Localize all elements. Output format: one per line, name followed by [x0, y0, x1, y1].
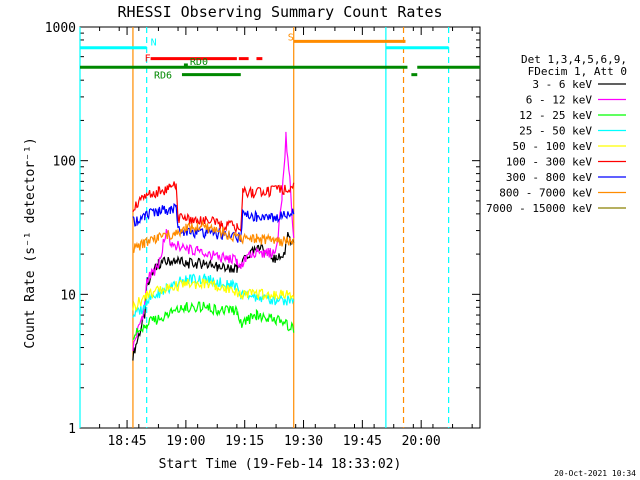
legend-entry-label: 3 - 6 keV [532, 78, 592, 91]
series-line-7 [132, 219, 295, 254]
flag-label-rd6: RD6 [154, 71, 172, 82]
series-line-4 [132, 278, 295, 312]
plot-frame [79, 26, 481, 429]
x-tick-label: 20:00 [402, 434, 441, 449]
y-axis-label: Count Rate (s⁻¹ detector⁻¹) [23, 137, 38, 348]
legend-entry-label: 800 - 7000 keV [499, 187, 592, 200]
flag-label-s: S [288, 32, 294, 43]
legend-entry-label: 7000 - 15000 keV [486, 202, 592, 215]
legend-entry-label: 300 - 800 keV [506, 171, 592, 184]
legend-header: FDecim 1, Att 0 [528, 65, 627, 78]
legend-entry-label: 100 - 300 keV [506, 156, 592, 169]
y-tick-label: 1000 [45, 21, 76, 36]
y-tick-label: 10 [60, 288, 76, 303]
x-axis-label: Start Time (19-Feb-14 18:33:02) [159, 457, 402, 472]
series-line-2 [132, 301, 295, 341]
series-line-1 [132, 131, 295, 351]
legend-header: Det 1,3,4,5,6,9, [521, 53, 627, 66]
plot-area: 1 10 100 1000 18:45 19:00 19:15 19:30 19:45 20:00… [45, 21, 481, 449]
footer-timestamp: 20-Oct-2021 10:34 [554, 469, 636, 478]
flag-label-n: N [151, 38, 157, 49]
y-tick-label: 100 [53, 155, 76, 170]
legend-entry-label: 25 - 50 keV [519, 125, 592, 138]
x-tick-label: 19:15 [225, 434, 264, 449]
legend-entry-label: 6 - 12 keV [526, 94, 593, 107]
legend-entry-label: 12 - 25 keV [519, 109, 592, 122]
x-tick-label: 18:45 [107, 434, 146, 449]
chart-title: RHESSI Observing Summary Count Rates [117, 3, 442, 21]
legend: Det 1,3,4,5,6,9,FDecim 1, Att 03 - 6 keV… [486, 53, 627, 215]
series-line-5 [132, 181, 295, 234]
x-tick-label: 19:30 [284, 434, 323, 449]
x-tick-label: 19:45 [343, 434, 382, 449]
legend-entry-label: 50 - 100 keV [513, 140, 593, 153]
flag-label-f: F [145, 54, 151, 65]
flag-label-rd0: RD0 [190, 57, 208, 68]
x-tick-label: 19:00 [166, 434, 205, 449]
y-tick-label: 1 [68, 422, 76, 437]
